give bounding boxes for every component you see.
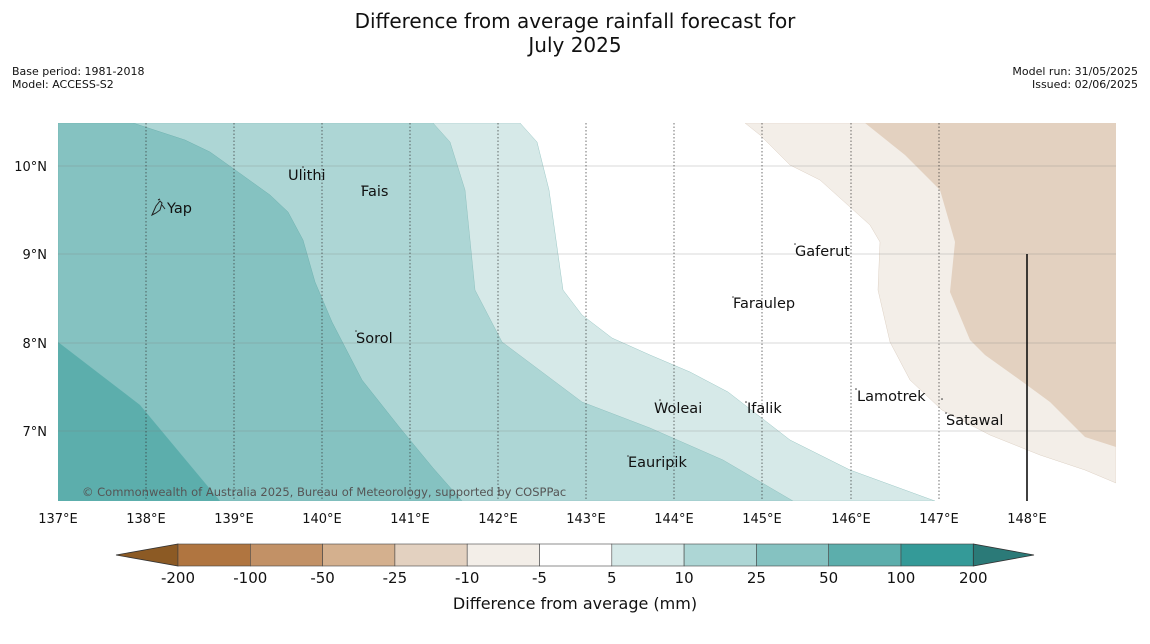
base-period-text: Base period: 1981-2018	[12, 65, 145, 78]
colorbar-segment	[900, 543, 974, 567]
lon-tick-label: 144°E	[654, 512, 694, 527]
place-label-sorol: Sorol	[356, 331, 393, 347]
latitude-tick-labels: 10°N 9°N 8°N 7°N	[14, 160, 47, 440]
longitude-tick-labels: 137°E 138°E 139°E 140°E 141°E 142°E 143°…	[38, 512, 1047, 527]
colorbar-tick-label: 5	[607, 569, 617, 587]
place-label-ifalik: Ifalik	[747, 401, 782, 417]
colorbar-segment	[394, 543, 468, 567]
lat-tick-label: 9°N	[23, 248, 48, 263]
colorbar-segment	[466, 543, 540, 567]
colorbar-segment	[611, 543, 685, 567]
colorbar-tick-label: -10	[455, 569, 480, 587]
colorbar-tick-label: -5	[532, 569, 547, 587]
colorbar-segment	[322, 543, 396, 567]
lat-tick-label: 7°N	[23, 425, 48, 440]
colorbar-tick-label: 25	[747, 569, 766, 587]
colorbar-segment	[828, 543, 902, 567]
lat-tick-label: 10°N	[14, 160, 47, 175]
model-run-info: Model run: 31/05/2025 Issued: 02/06/2025	[1012, 65, 1138, 91]
place-label-woleai: Woleai	[654, 401, 702, 417]
colorbar-tick-label: -50	[310, 569, 335, 587]
place-label-yap: Yap	[166, 201, 192, 217]
colorbar-tick-label: -25	[383, 569, 408, 587]
lon-tick-label: 147°E	[919, 512, 959, 527]
colorbar-tick-label: -100	[233, 569, 267, 587]
lat-tick-label: 8°N	[23, 337, 48, 352]
lon-tick-label: 137°E	[38, 512, 78, 527]
lon-tick-label: 148°E	[1007, 512, 1047, 527]
place-label-gaferut: Gaferut	[795, 244, 850, 260]
colorbar-tick-label: 50	[819, 569, 838, 587]
yap-island-shape	[150, 200, 163, 217]
colorbar-tick-label: 100	[887, 569, 916, 587]
colorbar-tick-label: -200	[161, 569, 195, 587]
lon-tick-label: 140°E	[302, 512, 342, 527]
lon-tick-label: 146°E	[831, 512, 871, 527]
longitude-lines	[145, 123, 940, 501]
map-title: Difference from average rainfall forecas…	[0, 9, 1150, 57]
lon-tick-label: 143°E	[566, 512, 606, 527]
model-text: Model: ACCESS-S2	[12, 78, 114, 91]
lon-tick-label: 139°E	[214, 512, 254, 527]
place-label-ulithi: Ulithi	[288, 168, 326, 184]
colorbar-segment	[177, 543, 251, 567]
colorbar	[115, 543, 1035, 567]
colorbar-segment	[539, 543, 613, 567]
colorbar-segment	[250, 543, 323, 567]
place-label-fais: Fais	[361, 184, 388, 200]
colorbar-tick-labels: -200 -100 -50 -25 -10 -5 5 10 25 50 100 200	[161, 569, 988, 587]
colorbar-tick-label: 200	[959, 569, 988, 587]
rainfall-map: Yap Ulithi Fais Gaferut Faraulep Sorol L…	[58, 123, 1116, 501]
colorbar-tick-label: 10	[675, 569, 694, 587]
contour-region-50-100	[58, 342, 220, 501]
title-line-2: July 2025	[528, 33, 622, 57]
colorbar-segment	[683, 543, 757, 567]
contour-region-minus10-minus25	[865, 123, 1116, 447]
place-label-faraulep: Faraulep	[733, 296, 795, 312]
lon-tick-label: 138°E	[126, 512, 166, 527]
copyright-notice: © Commonwealth of Australia 2025, Bureau…	[82, 485, 566, 499]
island-dots	[302, 166, 947, 457]
lon-tick-label: 142°E	[478, 512, 518, 527]
place-label-lamotrek: Lamotrek	[857, 389, 926, 405]
lon-tick-label: 145°E	[742, 512, 782, 527]
colorbar-extension-high	[972, 543, 1035, 567]
colorbar-segment	[756, 543, 830, 567]
base-period-info: Base period: 1981-2018 Model: ACCESS-S2	[12, 65, 144, 91]
model-run-text: Model run: 31/05/2025	[1012, 65, 1138, 78]
contour-region-25-50	[58, 123, 463, 501]
title-line-1: Difference from average rainfall forecas…	[354, 9, 796, 33]
place-label-satawal: Satawal	[946, 413, 1003, 429]
island-outlines	[150, 198, 166, 217]
place-label-eauripik: Eauripik	[628, 455, 687, 471]
colorbar-extension-low	[115, 543, 179, 567]
colorbar-label: Difference from average (mm)	[452, 594, 698, 613]
issued-text: Issued: 02/06/2025	[1031, 78, 1138, 91]
lon-tick-label: 141°E	[390, 512, 430, 527]
